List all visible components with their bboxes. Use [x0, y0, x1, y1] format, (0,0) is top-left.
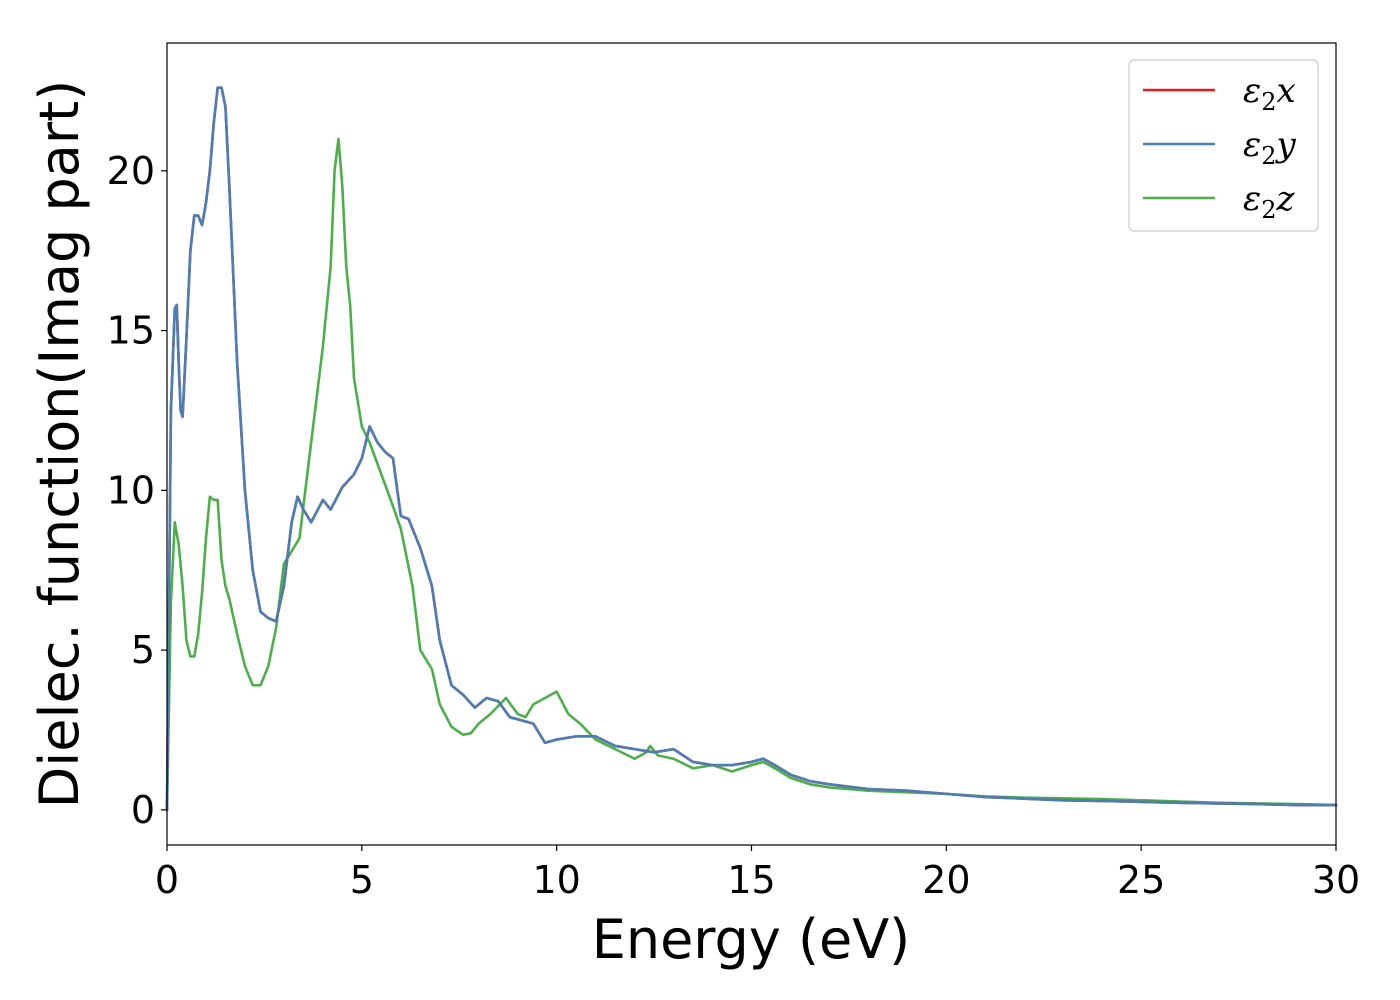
x-tick-label: 5	[350, 858, 374, 902]
y-tick-label: 20	[107, 149, 155, 193]
y-axis-title: Dielec. function(Imag part)	[28, 80, 91, 809]
series-layer	[165, 86, 1338, 812]
y-tick-label: 0	[131, 788, 155, 832]
legend-label-x: ε2x	[1243, 71, 1296, 116]
series-line-y	[165, 86, 1338, 812]
legend-box	[1128, 59, 1319, 232]
x-axis: 0 5 10 15 20 25 30	[155, 845, 1360, 902]
legend-label-y: ε2y	[1243, 125, 1297, 170]
x-tick-label: 0	[155, 858, 179, 902]
x-axis-title: Energy (eV)	[592, 908, 911, 971]
y-tick-label: 10	[107, 468, 155, 512]
x-tick-label: 30	[1312, 858, 1360, 902]
legend: ε2x ε2y ε2z	[1128, 59, 1319, 232]
legend-label-z: ε2z	[1243, 179, 1296, 224]
y-tick-label: 5	[131, 628, 155, 672]
y-tick-label: 15	[107, 309, 155, 353]
y-axis: 0 5 10 15 20	[107, 149, 167, 832]
x-tick-label: 20	[922, 858, 970, 902]
x-tick-label: 15	[727, 858, 775, 902]
series-line-z	[165, 137, 1338, 812]
x-tick-label: 25	[1117, 858, 1165, 902]
x-tick-label: 10	[532, 858, 580, 902]
